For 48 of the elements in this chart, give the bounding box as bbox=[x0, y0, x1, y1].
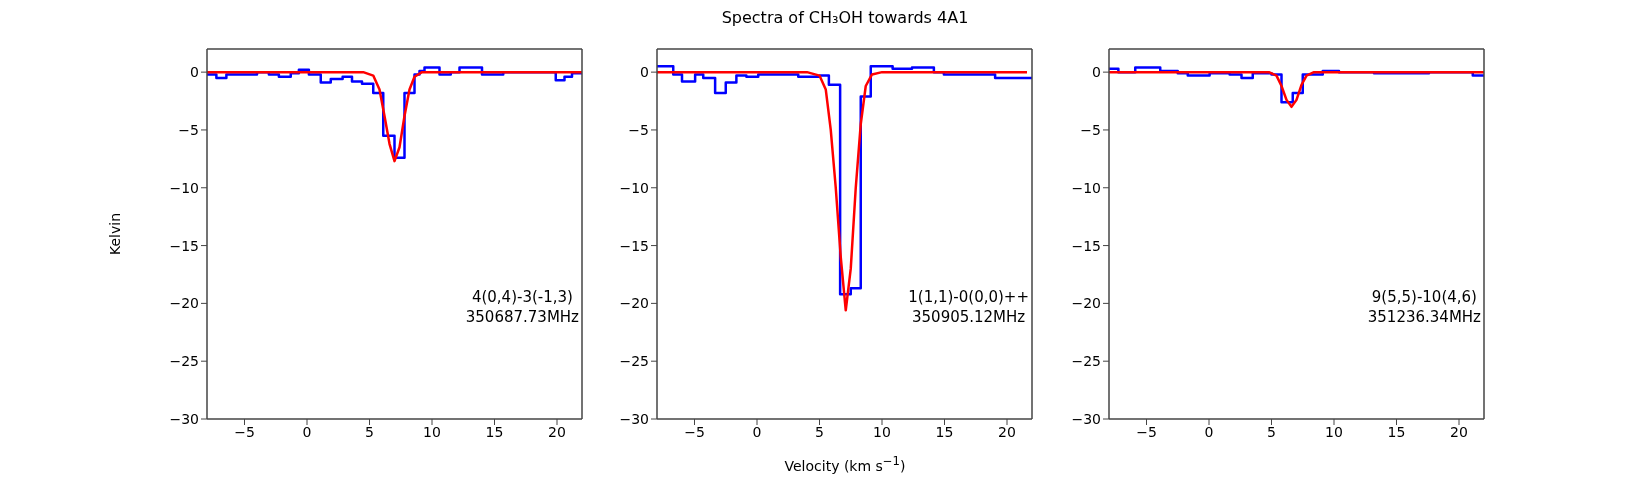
y-tick-label: −25 bbox=[619, 353, 649, 370]
x-tick-label: 10 bbox=[423, 423, 441, 440]
y-tick-label: −30 bbox=[1071, 410, 1101, 427]
x-tick-label: 20 bbox=[1450, 423, 1468, 440]
annotation: 1(1,1)-0(0,0)++ bbox=[908, 287, 1029, 306]
x-tick-label: 10 bbox=[1325, 423, 1343, 440]
y-tick-label: −30 bbox=[619, 410, 649, 427]
y-tick-label: −15 bbox=[1071, 237, 1101, 254]
annotation: 350687.73MHz bbox=[465, 307, 579, 326]
y-tick-label: −20 bbox=[619, 295, 649, 312]
annotation: 351236.34MHz bbox=[1367, 307, 1481, 326]
chart-title: Spectra of CH₃OH towards 4A1 bbox=[721, 8, 969, 27]
x-tick-label: −5 bbox=[234, 423, 255, 440]
y-tick-label: −5 bbox=[628, 121, 649, 138]
y-tick-label: −25 bbox=[1071, 353, 1101, 370]
y-tick-label: −5 bbox=[1080, 121, 1101, 138]
x-tick-label: 20 bbox=[548, 423, 566, 440]
y-tick-label: −5 bbox=[178, 121, 199, 138]
y-tick-label: −10 bbox=[169, 179, 199, 196]
y-tick-label: −15 bbox=[169, 237, 199, 254]
x-tick-label: 5 bbox=[1267, 423, 1276, 440]
y-tick-label: −10 bbox=[1071, 179, 1101, 196]
y-tick-label: −25 bbox=[169, 353, 199, 370]
x-tick-label: 15 bbox=[935, 423, 954, 440]
annotation: 9(5,5)-10(4,6) bbox=[1371, 287, 1477, 306]
y-tick-label: −10 bbox=[619, 179, 649, 196]
x-tick-label: 0 bbox=[752, 423, 762, 440]
y-tick-label: −20 bbox=[1071, 295, 1101, 312]
y-tick-label: 0 bbox=[1092, 64, 1101, 81]
x-tick-label: 15 bbox=[485, 423, 504, 440]
x-tick-label: 0 bbox=[302, 423, 312, 440]
y-tick-label: −30 bbox=[169, 410, 199, 427]
x-tick-label: 5 bbox=[365, 423, 374, 440]
y-tick-label: −15 bbox=[619, 237, 649, 254]
annotation: 4(0,4)-3(-1,3) bbox=[471, 287, 573, 306]
x-tick-label: 0 bbox=[1204, 423, 1214, 440]
annotation: 350905.12MHz bbox=[912, 307, 1026, 326]
x-tick-label: 10 bbox=[873, 423, 891, 440]
y-tick-label: 0 bbox=[640, 64, 649, 81]
x-axis-title: Velocity (km s$^{−1}$) bbox=[784, 454, 906, 474]
y-tick-label: −20 bbox=[169, 295, 199, 312]
x-tick-label: 5 bbox=[815, 423, 824, 440]
y-axis-title: Kelvin bbox=[107, 212, 123, 255]
x-tick-label: −5 bbox=[1136, 423, 1157, 440]
x-tick-label: −5 bbox=[684, 423, 705, 440]
x-tick-label: 15 bbox=[1387, 423, 1406, 440]
y-tick-label: 0 bbox=[190, 64, 199, 81]
x-tick-label: 20 bbox=[998, 423, 1016, 440]
